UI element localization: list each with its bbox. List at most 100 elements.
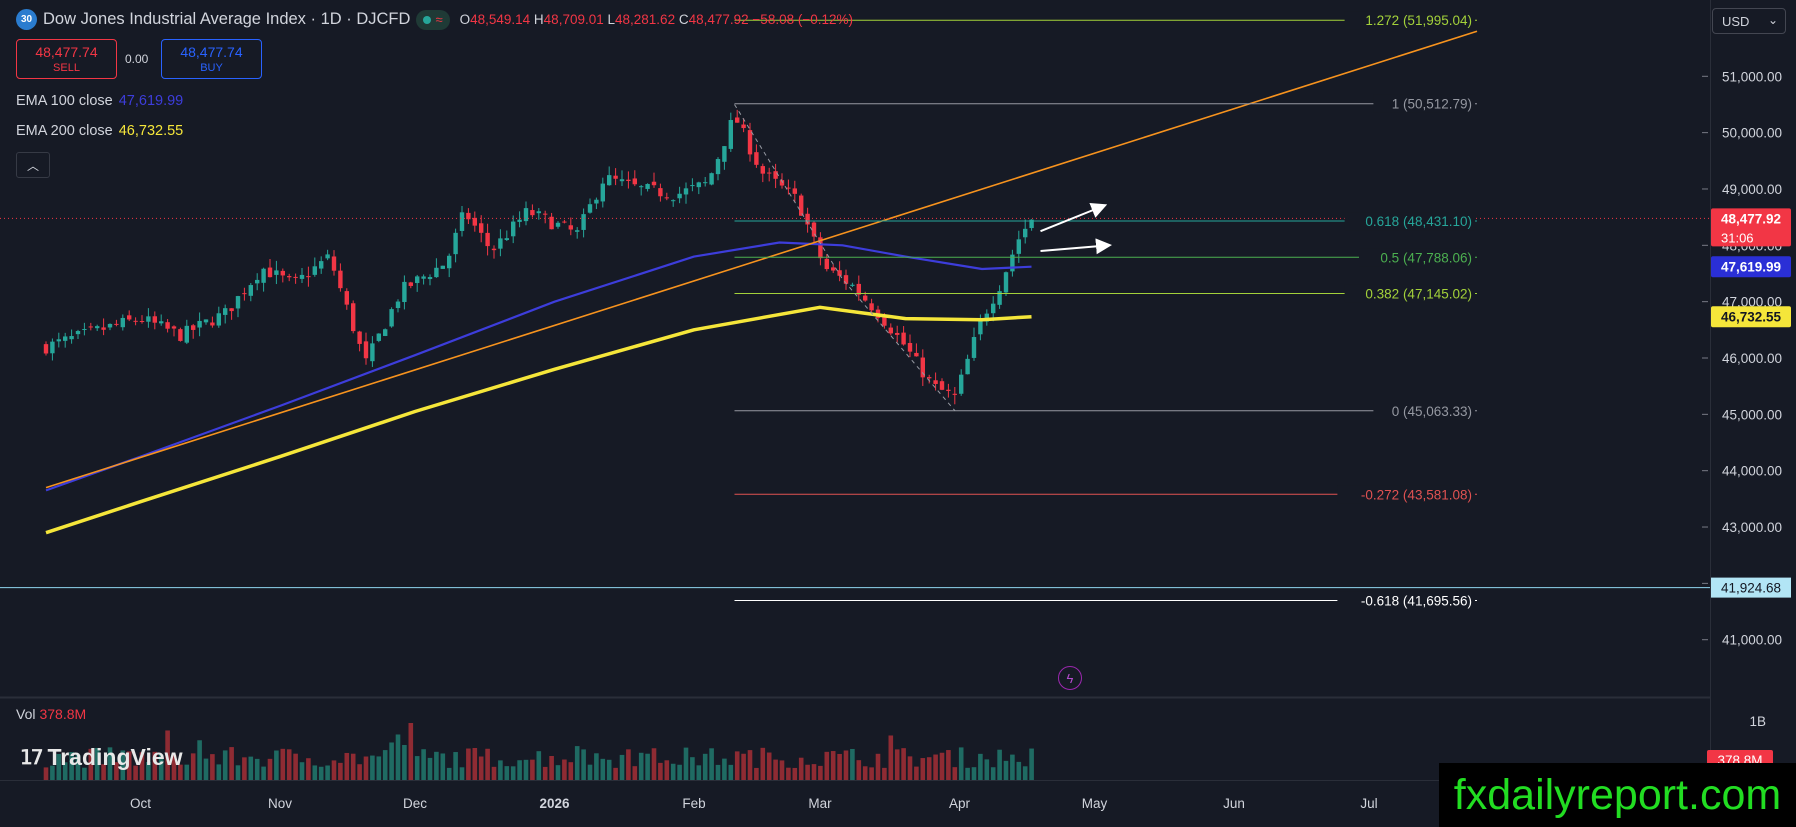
volume-bar: [293, 753, 298, 780]
candle-body: [613, 175, 618, 179]
volume-bar: [338, 762, 343, 780]
candle-body: [1003, 272, 1009, 293]
ema100-legend[interactable]: EMA 100 close 47,619.99: [16, 93, 183, 109]
tradingview-logo[interactable]: 𝟣𝟩 TradingView: [20, 744, 183, 771]
candle-body: [56, 339, 61, 342]
candle-body: [696, 182, 701, 188]
currency-value: USD: [1722, 14, 1750, 29]
volume-bar: [363, 756, 369, 780]
countdown-label: 31:06: [1721, 230, 1754, 245]
volume-label: Vol: [16, 706, 36, 722]
collapse-legend-button[interactable]: ︿: [16, 152, 50, 178]
candle-body: [581, 214, 586, 230]
price-label: 46,732.55: [1721, 310, 1782, 325]
volume-bar: [869, 767, 874, 780]
candle-body: [293, 276, 298, 278]
volume-bar: [882, 767, 887, 780]
volume-bar: [459, 767, 465, 780]
candle-body: [504, 238, 509, 241]
candle-body: [216, 313, 221, 326]
y-axis-tick-label: 41,000.00: [1722, 633, 1782, 648]
price-label: 48,477.92: [1721, 211, 1781, 226]
volume-bar: [466, 748, 471, 780]
candle-body: [626, 179, 631, 181]
volume-bar: [613, 767, 618, 780]
candle-body: [927, 377, 932, 379]
y-axis-tick-label: 50,000.00: [1722, 126, 1782, 141]
candle-body: [338, 270, 343, 289]
ema200-line: [45, 305, 1032, 535]
candle-body: [479, 223, 484, 233]
volume-bar: [677, 764, 682, 780]
candle-body: [895, 332, 900, 335]
ema200-value: 46,732.55: [118, 123, 184, 139]
horizontal-line-label: 41,924.68: [1721, 581, 1781, 596]
market-status-pill[interactable]: ≈: [416, 9, 450, 30]
currency-select[interactable]: USD ⌄: [1712, 8, 1786, 34]
volume-bar: [427, 757, 433, 780]
volume-bar: [229, 747, 234, 780]
candle-body: [485, 232, 490, 247]
sell-button[interactable]: 48,477.74 SELL: [16, 39, 117, 79]
ohlc-change: −58.08 (−0.12%): [752, 12, 853, 27]
candle-body: [472, 217, 477, 226]
volume-bar: [504, 766, 510, 780]
horizontal-line-label-bg: [1711, 577, 1791, 598]
candle-body: [683, 188, 689, 195]
volume-bar: [331, 760, 337, 780]
volume-bar: [101, 764, 106, 780]
fib-level-label: 0 (45,063.33): [1392, 404, 1472, 419]
candle-body: [722, 146, 727, 162]
candle-body: [530, 210, 535, 216]
volume-bar: [126, 751, 132, 780]
ema200-legend[interactable]: EMA 200 close 46,732.55: [16, 123, 183, 139]
volume-bar: [1010, 754, 1015, 780]
candle-body: [274, 270, 279, 275]
candle-body: [965, 358, 970, 375]
candle-body: [191, 325, 196, 330]
sell-label: SELL: [53, 62, 80, 74]
flash-icon[interactable]: ϟ: [1058, 666, 1082, 690]
volume-bar: [766, 752, 772, 780]
volume-bar: [408, 723, 414, 780]
volume-bar: [754, 767, 759, 780]
candle-body: [792, 188, 797, 194]
candle-body: [869, 303, 874, 311]
volume-bar: [946, 750, 951, 780]
x-axis-label: Feb: [682, 796, 705, 811]
x-axis-label: May: [1082, 796, 1108, 811]
candle-body: [549, 216, 554, 230]
price-label: 47,619.99: [1721, 260, 1781, 275]
volume-bar: [421, 749, 426, 780]
candle-body: [536, 211, 541, 214]
candle-body: [607, 175, 612, 186]
volume-bar: [683, 747, 689, 780]
volume-bar: [171, 755, 177, 780]
buy-button[interactable]: 48,477.74 BUY: [161, 39, 262, 79]
candle-body: [587, 204, 593, 213]
volume-bar: [971, 767, 977, 780]
volume-bar: [139, 752, 145, 780]
volume-bar: [926, 757, 932, 780]
candle-body: [594, 199, 599, 204]
symbol-badge[interactable]: 30: [16, 9, 37, 30]
volume-bar: [664, 760, 670, 780]
candle-body: [351, 303, 356, 332]
volume-bar: [978, 753, 983, 780]
volume-bar: [722, 758, 727, 780]
candle-body: [754, 152, 759, 165]
candle-body: [920, 357, 925, 378]
volume-bar: [152, 751, 158, 780]
candle-body: [440, 265, 445, 269]
volume-legend[interactable]: Vol 378.8M: [16, 706, 86, 722]
fib-label-bg: [1344, 212, 1475, 231]
candle-body: [555, 222, 561, 227]
symbol-title[interactable]: Dow Jones Industrial Average Index · 1D …: [43, 10, 411, 28]
candle-body: [229, 308, 234, 312]
projection-arrow: [1040, 202, 1108, 233]
candle-body: [139, 321, 145, 323]
volume-bar: [562, 759, 567, 780]
chevron-up-icon: ︿: [26, 158, 39, 173]
